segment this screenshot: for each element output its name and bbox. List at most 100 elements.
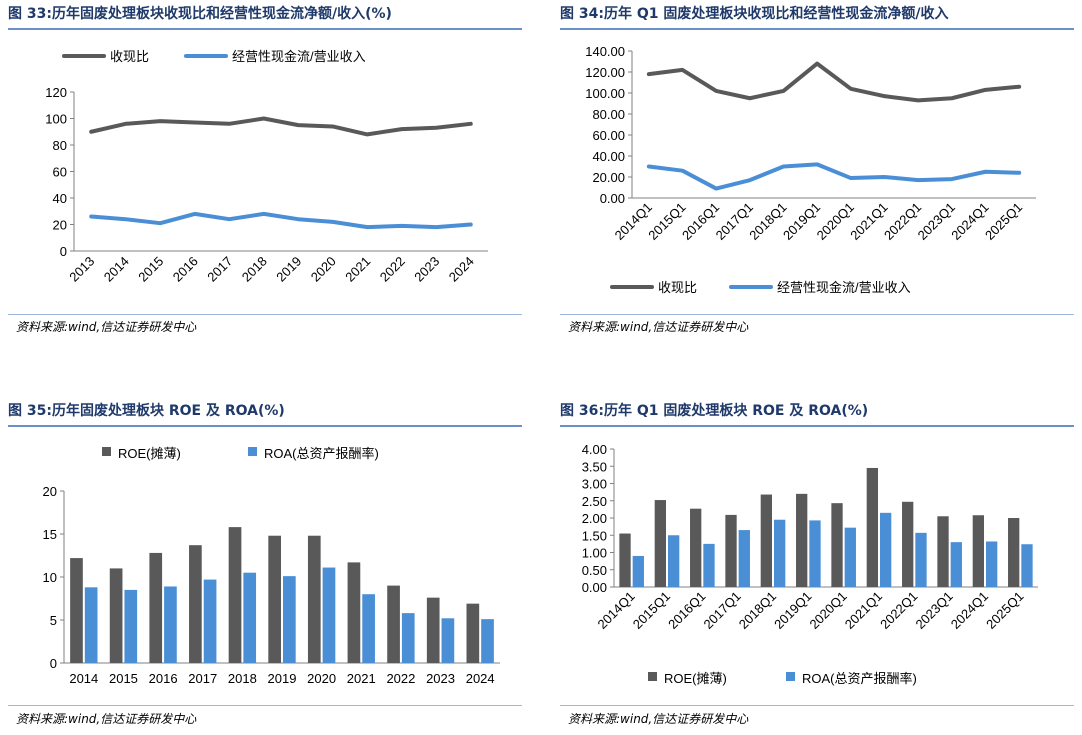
y-tick-label: 60.00 [592,128,625,143]
roe-bar [426,597,440,663]
legend-swatch [786,672,795,681]
x-tick-label: 2024Q1 [948,589,991,632]
legend-label: 经营性现金流/营业收入 [777,280,911,295]
source-note: 资料来源:wind,信达证券研发中心 [568,712,749,726]
series-line-collection-ratio [646,61,1022,103]
y-tick-label: 5 [50,613,57,628]
roa-bar [915,532,927,587]
roe-bar [228,527,242,663]
y-tick-label: 0.50 [582,563,607,578]
x-tick-label: 2019Q1 [771,589,814,632]
source-note: 资料来源:wind,信达证券研发中心 [16,320,197,334]
roa-bar [124,589,138,663]
title-rule [560,425,1074,427]
legend-label: 收现比 [110,49,149,64]
legend-swatch [102,447,111,456]
roe-bar [189,545,202,663]
figure-33-title: 图 33:历年固废处理板块收现比和经营性现金流净额/收入(%) [8,6,392,22]
roa-bar [880,512,892,587]
y-tick-label: 0.00 [600,191,625,206]
x-tick-label: 2019 [273,254,304,285]
x-tick-label: 2023 [411,254,442,285]
y-tick-label: 120.00 [585,65,625,80]
chart-box: 0.00 20.00 40.00 60.00 80.00 100.00 120.00 140.… [560,30,1074,315]
x-tick-label: 2014 [101,254,132,285]
roa-bar [243,572,257,663]
y-tick-label: 1.50 [582,528,607,543]
source-note: 资料来源:wind,信达证券研发中心 [16,712,197,726]
x-tick-label: 2020Q1 [806,589,849,632]
figure-34-chart: 0.00 20.00 40.00 60.00 80.00 100.00 120.00 140.… [585,44,1036,295]
x-tick-label: 2018 [239,254,270,285]
legend-swatch [648,672,657,681]
y-tick-label: 60 [53,165,67,180]
x-tick-label: 2022 [386,671,415,686]
y-tick-label: 2.00 [582,511,607,526]
y-tick-label: 20.00 [592,170,625,185]
chart-box: 0 5 10 15 20 2014 2015 2016 2017 2018 2019 2020 2021… [8,427,522,706]
figure-36-title: 图 36:历年 Q1 固废处理板块 ROE 及 ROA(%) [560,403,869,419]
y-tick-label: 80.00 [592,107,625,122]
x-tick-label: 2019 [268,671,297,686]
roe-bar [466,603,480,663]
y-tick-label: 20 [43,484,57,499]
roe-bar [725,514,737,587]
y-tick-label: 40.00 [592,149,625,164]
roe-bar [149,552,163,663]
figure-36-chart: 0.00 0.50 1.00 1.50 2.00 2.50 3.00 3.50 4.00 2014… [582,442,1038,686]
legend-label: ROA(总资产报酬率) [802,671,917,686]
roe-bar [866,467,878,587]
x-tick-label: 2024 [466,671,495,686]
y-tick-label: 4.00 [582,442,607,457]
y-tick-label: 15 [43,527,57,542]
x-tick-label: 2017 [188,671,217,686]
roe-bar [70,558,83,663]
legend-label: ROE(摊薄) [664,671,727,686]
roa-bar [844,527,856,587]
figure-33-panel: 图 33:历年固废处理板块收现比和经营性现金流净额/收入(%) 0 20 40 60 8… [8,0,522,345]
x-tick-label: 2016Q1 [665,589,708,632]
roa-bar [809,520,821,587]
y-tick-label: 10 [43,570,57,585]
figure-35-chart: 0 5 10 15 20 2014 2015 2016 2017 2018 2019 2020 2021… [43,446,500,686]
roe-bar [268,535,281,663]
roe-bar [902,501,914,587]
figure-36-panel: 图 36:历年 Q1 固废处理板块 ROE 及 ROA(%) 0.00 0.50 1… [560,397,1074,735]
y-tick-label: 0.00 [582,580,607,595]
legend-label: ROE(摊薄) [118,446,181,461]
y-tick-label: 40 [53,191,67,206]
x-tick-label: 2020 [307,671,336,686]
x-tick-label: 2013 [66,254,97,285]
x-tick-label: 2020 [308,254,339,285]
chart-box: 0.00 0.50 1.00 1.50 2.00 2.50 3.00 3.50 4.00 2014… [560,427,1074,706]
legend-swatch [248,447,257,456]
roe-bar [937,516,949,587]
roa-bar [1021,544,1033,587]
x-tick-label: 2023 [426,671,455,686]
roa-bar [322,567,336,663]
y-tick-label: 2.50 [582,494,607,509]
series-line-collection-ratio [89,116,473,137]
y-tick-label: 3.50 [582,459,607,474]
roe-bar [307,535,321,663]
roa-bar [441,618,455,663]
x-tick-label: 2018 [228,671,257,686]
x-tick-label: 2017Q1 [700,589,743,632]
x-tick-label: 2018Q1 [736,589,779,632]
roa-bar [632,555,644,587]
source-note: 资料来源:wind,信达证券研发中心 [568,320,749,334]
series-line-ocf-to-revenue [646,162,1022,191]
title-rule [8,28,522,30]
y-tick-label: 0 [60,244,67,259]
x-tick-label: 2016 [149,671,178,686]
chart-box: 0 20 40 60 80 100 120 2013 2014 2015 2016 2017 2018 2… [8,30,522,315]
series-line-ocf-to-revenue [89,211,473,230]
roe-bar [619,533,631,587]
x-tick-label: 2014Q1 [594,589,637,632]
roe-bar [760,494,772,587]
roa-bar [283,576,296,663]
x-tick-label: 2015 [135,254,166,285]
roe-bar [690,508,702,587]
roa-bar [774,519,786,587]
x-tick-label: 2021 [342,254,373,285]
